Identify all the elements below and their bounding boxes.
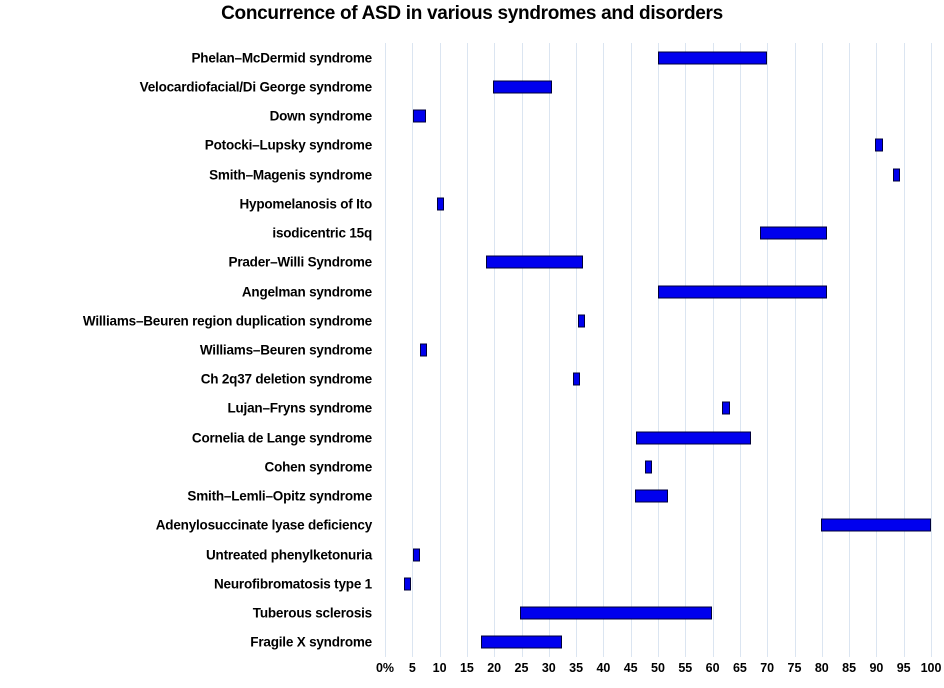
range-bar — [436, 197, 444, 211]
category-label: Potocki–Lupsky syndrome — [204, 137, 372, 153]
x-tick-label: 40 — [596, 661, 611, 675]
gridline — [576, 43, 578, 657]
x-tick-label: 70 — [760, 661, 775, 675]
gridline — [521, 43, 523, 657]
gridline — [466, 43, 468, 657]
category-label: Hypomelanosis of Ito — [239, 196, 372, 212]
category-label: Ch 2q37 deletion syndrome — [200, 371, 372, 387]
chart-title: Concurrence of ASD in various syndromes … — [221, 3, 723, 24]
gridline — [794, 43, 796, 657]
range-bar — [577, 314, 585, 328]
category-label: Prader–Willi Syndrome — [228, 254, 373, 270]
category-label: isodicentric 15q — [272, 225, 372, 241]
gridline — [849, 43, 851, 657]
category-label: Cornelia de Lange syndrome — [191, 430, 372, 446]
range-bar — [875, 138, 884, 152]
range-bar — [572, 372, 581, 386]
gridline — [385, 43, 386, 657]
x-tick-label: 45 — [623, 661, 638, 675]
gridline — [739, 43, 741, 657]
gridline — [876, 43, 878, 657]
gridline — [603, 43, 605, 657]
gridline — [821, 43, 823, 657]
category-label: Adenylosuccinate lyase deficiency — [155, 517, 372, 533]
category-label: Tuberous sclerosis — [252, 605, 372, 621]
gridline — [630, 43, 632, 657]
x-tick-label: 95 — [896, 661, 911, 675]
x-tick-label: 15 — [459, 661, 474, 675]
range-bar — [759, 226, 828, 240]
category-label: Cohen syndrome — [264, 459, 373, 475]
x-tick-label: 65 — [732, 661, 747, 675]
range-bar — [820, 518, 931, 532]
category-label: Williams–Beuren syndrome — [199, 342, 372, 358]
category-label: Lujan–Fryns syndrome — [227, 400, 372, 416]
x-tick-label: 85 — [842, 661, 857, 675]
x-tick-label: 30 — [541, 661, 556, 675]
category-label: Untreated phenylketonuria — [205, 547, 372, 563]
x-tick-label: 75 — [787, 661, 802, 675]
range-bar — [658, 285, 828, 299]
gridline — [439, 43, 441, 657]
range-bar — [635, 489, 669, 503]
category-label: Fragile X syndrome — [250, 634, 372, 650]
range-bar — [658, 51, 768, 65]
plot-area — [385, 43, 932, 657]
range-bar — [721, 401, 731, 415]
range-bar — [486, 255, 583, 269]
x-tick-label: 50 — [651, 661, 665, 675]
x-tick-label: 80 — [814, 661, 829, 675]
range-bar — [892, 168, 900, 182]
x-tick-label: 100 — [920, 661, 942, 675]
range-bar — [635, 431, 751, 445]
x-tick-label: 0% — [375, 661, 395, 675]
category-label: Velocardiofacial/Di George syndrome — [139, 79, 373, 95]
category-label: Smith–Lemli–Opitz syndrome — [187, 488, 372, 504]
x-tick-label: 55 — [678, 661, 693, 675]
category-label: Down syndrome — [269, 108, 373, 124]
category-label: Williams–Beuren region duplication syndr… — [82, 313, 372, 329]
x-tick-label: 5 — [408, 661, 416, 675]
range-bar — [519, 606, 712, 620]
range-bar — [492, 80, 553, 94]
range-bar — [413, 548, 421, 562]
x-tick-label: 90 — [869, 661, 884, 675]
x-tick-label: 25 — [514, 661, 529, 675]
range-bar — [644, 460, 652, 474]
x-tick-label: 20 — [487, 661, 502, 675]
x-tick-label: 35 — [569, 661, 584, 675]
range-bar — [403, 577, 411, 591]
gridline — [903, 43, 905, 657]
gridline — [931, 43, 932, 657]
category-label: Smith–Magenis syndrome — [209, 167, 372, 183]
gridline — [658, 43, 659, 657]
range-bar — [481, 635, 563, 649]
x-axis: 0% 5 10 15 20 25 30 35 40 45 50 55 60 65 70 75 80 85 90 95 1… — [0, 661, 944, 681]
gridline — [685, 43, 687, 657]
gridline — [412, 43, 414, 657]
gridline — [767, 43, 769, 657]
category-label: Neurofibromatosis type 1 — [214, 576, 372, 592]
category-label: Phelan–McDermid syndrome — [191, 50, 372, 66]
range-bar — [413, 109, 426, 123]
category-label: Angelman syndrome — [241, 284, 372, 300]
x-tick-label: 60 — [705, 661, 720, 675]
gridline — [494, 43, 496, 657]
x-tick-label: 10 — [432, 661, 447, 675]
gridline — [548, 43, 550, 657]
gridline — [712, 43, 714, 657]
range-bar — [419, 343, 427, 357]
